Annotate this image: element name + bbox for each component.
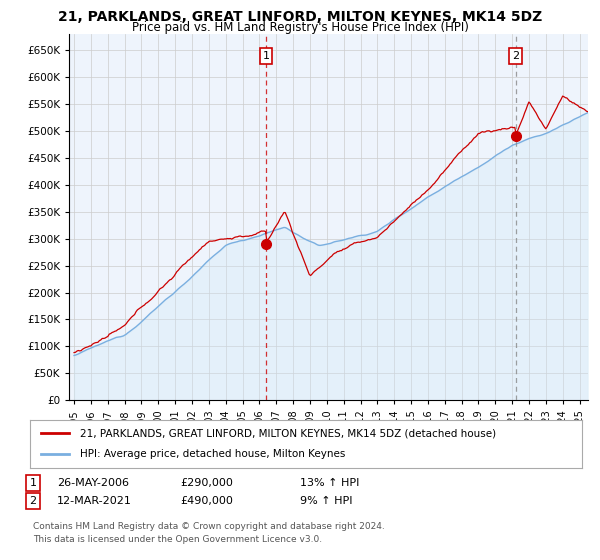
Text: 2: 2 <box>29 496 37 506</box>
Text: £290,000: £290,000 <box>180 478 233 488</box>
Text: £490,000: £490,000 <box>180 496 233 506</box>
Text: 26-MAY-2006: 26-MAY-2006 <box>57 478 129 488</box>
Text: 1: 1 <box>263 52 269 61</box>
Text: 21, PARKLANDS, GREAT LINFORD, MILTON KEYNES, MK14 5DZ (detached house): 21, PARKLANDS, GREAT LINFORD, MILTON KEY… <box>80 428 496 438</box>
Text: 1: 1 <box>29 478 37 488</box>
Text: 12-MAR-2021: 12-MAR-2021 <box>57 496 132 506</box>
Text: 9% ↑ HPI: 9% ↑ HPI <box>300 496 353 506</box>
Text: Price paid vs. HM Land Registry's House Price Index (HPI): Price paid vs. HM Land Registry's House … <box>131 21 469 34</box>
Text: Contains HM Land Registry data © Crown copyright and database right 2024.
This d: Contains HM Land Registry data © Crown c… <box>33 522 385 544</box>
Text: HPI: Average price, detached house, Milton Keynes: HPI: Average price, detached house, Milt… <box>80 449 345 459</box>
Text: 2: 2 <box>512 52 519 61</box>
Text: 21, PARKLANDS, GREAT LINFORD, MILTON KEYNES, MK14 5DZ: 21, PARKLANDS, GREAT LINFORD, MILTON KEY… <box>58 10 542 24</box>
Text: 13% ↑ HPI: 13% ↑ HPI <box>300 478 359 488</box>
